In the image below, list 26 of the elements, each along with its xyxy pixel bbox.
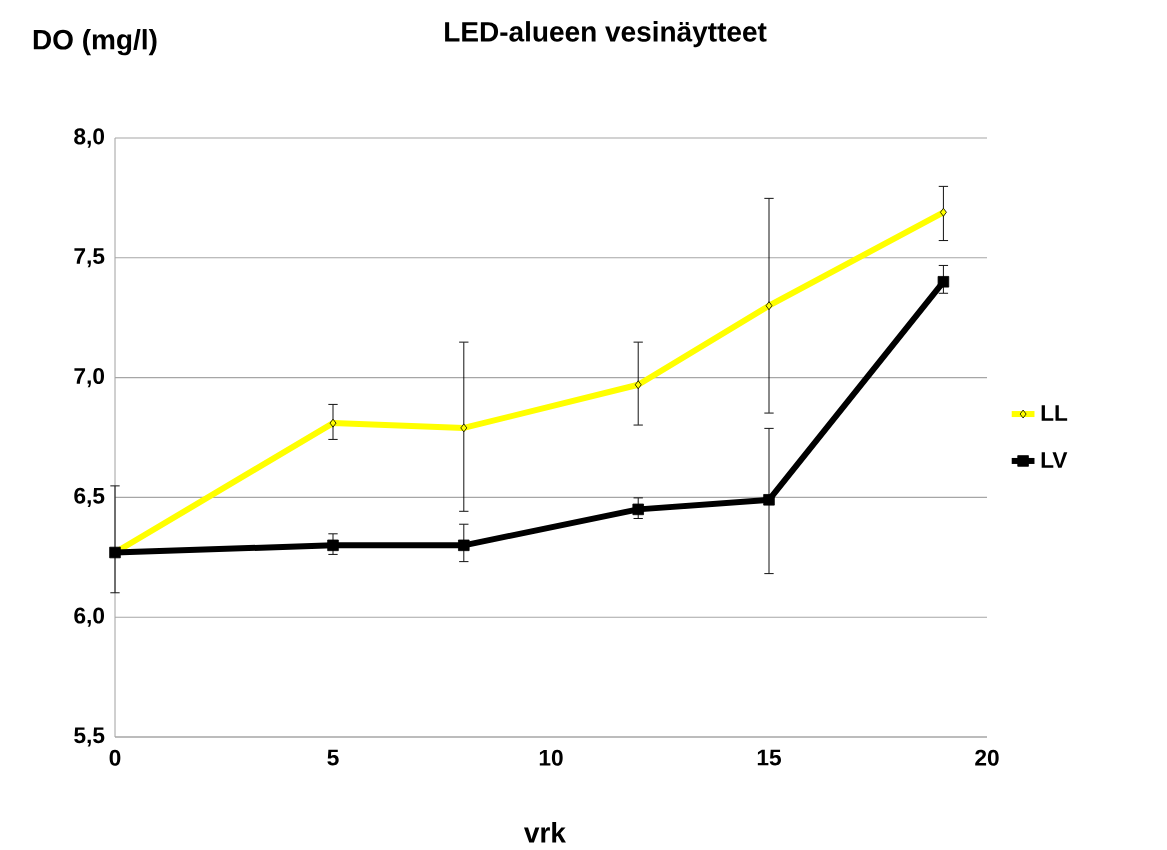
- legend-label: LL: [1041, 405, 1068, 421]
- point: [458, 539, 470, 552]
- point: [763, 494, 775, 506]
- y-tick-label: 6,0: [74, 607, 105, 627]
- x-tick-label: 20: [975, 749, 999, 766]
- chart-title: LED-alueen vesinäytteet: [445, 21, 767, 48]
- point: [940, 207, 947, 217]
- point: [329, 418, 337, 428]
- y-tick-label: 7,5: [74, 248, 105, 268]
- y-axis-title: DO (mg/l): [33, 29, 157, 56]
- point: [632, 503, 644, 516]
- point: [327, 539, 339, 552]
- point: [937, 276, 950, 288]
- y-tick-label: 6,5: [74, 487, 105, 508]
- y-tick-label: 5,5: [74, 727, 105, 747]
- point: [460, 423, 468, 433]
- point: [634, 380, 642, 390]
- y-tick-label: 8,0: [74, 128, 105, 148]
- x-tick-label: 5: [327, 749, 339, 766]
- legend-label: LV: [1041, 452, 1068, 468]
- x-tick-label: 10: [539, 749, 563, 766]
- y-tick-label: 7,0: [74, 367, 105, 388]
- point: [765, 301, 773, 311]
- x-tick-label: 0: [109, 749, 121, 766]
- x-tick-label: 15: [757, 749, 781, 766]
- x-axis-title: vrk: [523, 822, 566, 843]
